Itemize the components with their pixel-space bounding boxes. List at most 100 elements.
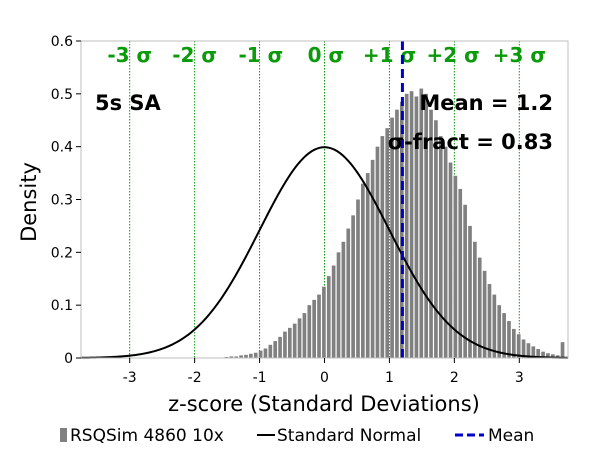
annotation-sigma-fract: σ-fract = 0.83 [388, 130, 553, 154]
histogram-bar [273, 341, 278, 358]
histogram-bar [482, 270, 487, 358]
histogram-bar [249, 353, 253, 358]
histogram-bar [550, 354, 555, 358]
histogram-bar [507, 321, 511, 358]
sigma-label: +3 σ [493, 43, 546, 67]
x-tick-label: -3 [123, 370, 137, 386]
x-axis-title: z-score (Standard Deviations) [168, 392, 480, 416]
histogram-bar [370, 159, 375, 358]
histogram-bar [287, 327, 292, 358]
x-tick-label: -2 [188, 370, 202, 386]
histogram-bar [307, 305, 312, 358]
histogram-bar [234, 356, 239, 358]
y-tick-label: 0.4 [51, 140, 73, 156]
histogram-bar [263, 348, 268, 358]
sigma-label: +1 σ [363, 43, 416, 67]
histogram-bar [292, 323, 297, 358]
histogram-bar [346, 228, 351, 358]
histogram-bar [541, 351, 545, 358]
histogram-bar [229, 356, 234, 358]
x-axis-ticks: -3 -2 -1 0 1 2 3 [123, 358, 524, 386]
histogram-bar [365, 173, 370, 358]
legend-mean-label: Mean [488, 426, 534, 446]
histogram-bar [443, 146, 448, 358]
histogram-bar [268, 344, 273, 358]
sigma-label: -2 σ [172, 43, 217, 67]
histogram-bar [419, 88, 424, 359]
histogram-bar [351, 215, 355, 358]
histogram-bar [497, 305, 502, 358]
histogram-bar [521, 339, 526, 358]
histogram-bar [317, 294, 321, 358]
histogram-bar [511, 328, 516, 358]
histogram-bar [409, 91, 414, 359]
sigma-label: 0 σ [308, 43, 344, 67]
histogram-bar [224, 356, 229, 358]
histogram-bar [458, 188, 463, 358]
histogram-bar [331, 265, 336, 358]
histogram-bars [224, 88, 565, 359]
histogram-bar [560, 342, 565, 358]
histogram-bar [244, 354, 248, 358]
x-tick-label: 0 [320, 370, 329, 386]
y-tick-label: 0.6 [51, 34, 73, 50]
histogram-bar [380, 136, 385, 358]
histogram-bar [536, 349, 541, 358]
histogram-bar [297, 318, 302, 358]
histogram-bar [473, 241, 477, 358]
histogram-bar [283, 331, 287, 358]
y-tick-label: 0.5 [51, 87, 73, 103]
x-tick-label: 2 [450, 370, 459, 386]
histogram-bar [302, 313, 307, 358]
histogram-bar [463, 204, 467, 358]
histogram-bar [326, 276, 331, 358]
legend-normal-label: Standard Normal [277, 426, 421, 446]
histogram-bar [341, 241, 346, 358]
histogram-bar [477, 257, 482, 358]
histogram-bar [385, 128, 390, 358]
histogram-bar [546, 353, 550, 358]
legend-histogram-swatch [60, 428, 67, 442]
histogram-bar [414, 96, 419, 358]
x-tick-label: -1 [253, 370, 267, 386]
y-axis-ticks: 0 0.1 0.2 0.3 0.4 0.5 0.6 [51, 34, 81, 367]
histogram-bar [531, 346, 536, 358]
x-tick-label: 3 [515, 370, 524, 386]
histogram-bar [239, 355, 243, 358]
histogram-bar [424, 93, 429, 358]
y-axis-title: Density [17, 162, 41, 242]
histogram-bar [502, 313, 506, 358]
histogram-bar [516, 334, 521, 358]
x-tick-label: 1 [385, 370, 394, 386]
histogram-bar [375, 146, 380, 358]
sigma-label: -3 σ [107, 43, 152, 67]
y-tick-label: 0.2 [51, 245, 73, 261]
histogram-bar [390, 117, 394, 358]
histogram-bar [336, 252, 341, 358]
histogram-bar [395, 109, 399, 358]
histogram-bar [453, 175, 458, 358]
histogram-bar [429, 109, 433, 358]
histogram-bar [487, 284, 492, 358]
sigma-label: -1 σ [238, 43, 283, 67]
y-tick-label: 0.3 [51, 193, 73, 209]
histogram-bar [356, 199, 360, 358]
histogram-bar [468, 225, 472, 358]
histogram-bar [438, 136, 443, 358]
annotation-panel: 5s SA [95, 91, 162, 115]
histogram-bar [448, 162, 453, 358]
standard-normal-curve [80, 146, 569, 359]
histogram-bar [258, 350, 263, 358]
legend: RSQSim 4860 10x Standard Normal Mean [60, 426, 534, 446]
sigma-label: +2 σ [426, 43, 479, 67]
y-tick-label: 0.1 [51, 298, 73, 314]
legend-histogram-label: RSQSim 4860 10x [70, 426, 224, 446]
histogram-bar [361, 183, 365, 358]
histogram-bar [404, 93, 409, 358]
annotation-mean: Mean = 1.2 [419, 91, 553, 115]
y-tick-label: 0 [64, 351, 73, 367]
histogram-bar [434, 120, 438, 358]
histogram-bar [492, 294, 497, 358]
histogram-bar [253, 352, 258, 358]
